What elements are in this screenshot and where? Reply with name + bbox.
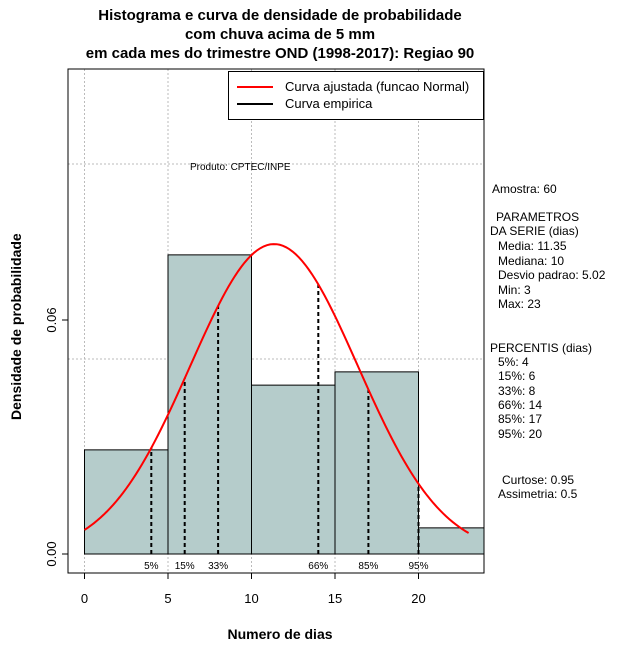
x-tick-label: 15 — [328, 591, 342, 606]
stat-parametros-title: PARAMETROS — [496, 210, 580, 224]
legend-swatch-empirical — [237, 103, 273, 105]
percentile-label: 15% — [175, 561, 195, 572]
chart-title-line-1: Histograma e curva de densidade de proba… — [98, 7, 462, 24]
stat-max: Max: 23 — [498, 297, 541, 311]
stat-mediana: Mediana: 10 — [498, 254, 565, 268]
stat-media: Media: 11.35 — [498, 239, 567, 253]
stat-p15: 15%: 6 — [498, 369, 536, 383]
x-tick-label: 5 — [164, 591, 171, 606]
legend-swatch-fit — [237, 86, 273, 88]
x-tick-label: 20 — [411, 591, 425, 606]
percentile-label: 5% — [144, 561, 159, 572]
histogram-bar — [418, 527, 485, 555]
stat-desvio: Desvio padrao: 5.02 — [498, 268, 606, 282]
x-axis-label: Numero de dias — [227, 626, 333, 642]
stat-percentis-title: PERCENTIS (dias) — [490, 341, 593, 355]
stat-min: Min: 3 — [498, 283, 531, 297]
stat-p33: 33%: 8 — [498, 384, 536, 398]
percentile-label: 85% — [358, 561, 378, 572]
y-tick-label: 0.06 — [44, 307, 59, 332]
histogram-bar — [84, 449, 169, 555]
stat-assimetria: Assimetria: 0.5 — [498, 487, 578, 501]
chart-title-line-3: em cada mes do trimestre OND (1998-2017)… — [85, 45, 475, 62]
stat-curtose: Curtose: 0.95 — [502, 473, 575, 487]
percentile-label: 66% — [308, 561, 328, 572]
stat-parametros-sub: DA SERIE (dias) — [490, 224, 579, 238]
legend-label-empirical: Curva empirica — [285, 96, 373, 111]
histogram-bar — [251, 384, 336, 555]
produto-annotation: Produto: CPTEC/INPE — [190, 162, 291, 173]
histogram-bar — [167, 254, 252, 555]
y-axis-label: Densidade de probabilidade — [8, 233, 24, 420]
x-tick-label: 0 — [81, 591, 88, 606]
stat-p85: 85%: 17 — [498, 412, 543, 426]
stat-amostra: Amostra: 60 — [492, 182, 557, 196]
x-tick-label: 10 — [244, 591, 258, 606]
chart-title-line-2: com chuva acima de 5 mm — [184, 26, 376, 43]
percentile-label: 95% — [408, 561, 428, 572]
legend: Curva ajustada (funcao Normal) Curva emp… — [228, 71, 484, 120]
percentile-label: 33% — [208, 561, 228, 572]
stat-p5: 5%: 4 — [498, 355, 529, 369]
stat-p95: 95%: 20 — [498, 427, 543, 441]
y-tick-label: 0.00 — [44, 541, 59, 566]
fitted-normal-curve — [83, 243, 470, 534]
legend-label-fit: Curva ajustada (funcao Normal) — [285, 79, 470, 94]
stat-p66: 66%: 14 — [498, 398, 543, 412]
